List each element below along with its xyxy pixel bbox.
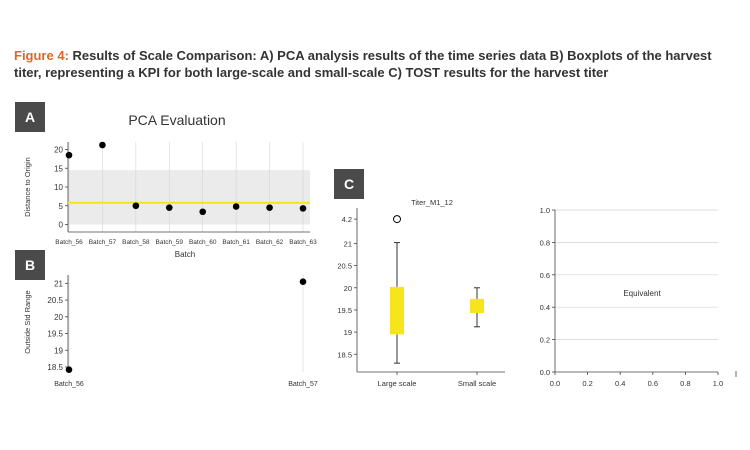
outside-y-tick-label: 19	[54, 346, 63, 355]
pca-y-tick-label: 20	[54, 146, 63, 155]
pca-y-tick-label: 10	[54, 183, 63, 192]
pca-point	[132, 202, 140, 210]
pca-x-tick-label: Batch_58	[122, 239, 150, 246]
pca-point	[266, 204, 273, 211]
pca-x-tick-label: Batch_57	[89, 239, 117, 246]
tost-x-tick-label: 1.0	[713, 379, 723, 388]
outside-x-tick-label: Batch_57	[288, 381, 318, 388]
pca-x-tick-label: Batch_62	[256, 239, 284, 246]
tost-y-tick-label: 0.2	[540, 336, 550, 345]
pca-x-tick-label: Batch_61	[222, 239, 250, 246]
boxplot-x-tick-label: Small scale	[458, 379, 496, 388]
pca-point	[199, 208, 207, 216]
outside-point	[299, 278, 307, 285]
tost-y-tick-label: 1.0	[540, 206, 550, 215]
outside-y-tick-label: 21	[54, 279, 63, 288]
pca-x-label: Batch	[175, 250, 195, 259]
tost-x-tick-label: 0.0	[550, 379, 560, 388]
pca-y-tick-label: 0	[59, 221, 64, 230]
boxplot-outlier	[393, 215, 401, 224]
pca-point	[232, 203, 240, 210]
pca-normal-band	[68, 170, 310, 225]
boxplot-y-tick-label: 20.5	[337, 262, 352, 271]
tost-x-tick-label: 0.4	[615, 379, 625, 388]
caption-lead: Figure 4:	[14, 48, 69, 63]
boxplot-y-tick-label: 4.2	[342, 215, 352, 224]
caption-text: Results of Scale Comparison: A) PCA anal…	[14, 48, 712, 80]
boxplot-y-tick-label: 20	[344, 284, 352, 293]
pca-x-tick-label: Batch_60	[189, 239, 217, 246]
pca-x-tick-label: Batch_63	[289, 239, 317, 246]
boxplot-x-tick-label: Large scale	[378, 379, 417, 388]
pca-y-label: Distance to Origin	[23, 157, 32, 217]
outside-y-tick-label: 19.5	[47, 330, 63, 339]
boxplot-title: Titer_M1_12	[411, 198, 453, 207]
pca-x-tick-label: Batch_56	[55, 239, 83, 246]
pca-y-tick-label: 5	[59, 202, 64, 211]
pca-x-tick-label: Batch_59	[156, 239, 184, 246]
outside-y-tick-label: 20	[54, 313, 63, 322]
tost-y-tick-label: 0.8	[540, 238, 550, 247]
boxplot-y-tick-label: 18.5	[337, 350, 352, 359]
pca-title: PCA Evaluation	[128, 112, 225, 128]
boxplot-box	[390, 286, 404, 335]
tost-x-tick-label: 0.2	[582, 379, 592, 388]
tost-x-tick-label: 0.6	[648, 379, 658, 388]
outside-y-label: Outside Std Range	[23, 290, 32, 353]
tost-y-tick-label: 0.6	[540, 271, 550, 280]
pca-point	[299, 205, 307, 212]
pca-point	[65, 151, 73, 159]
tost-y-tick-label: 0.0	[540, 368, 550, 377]
panel-label-c: C	[334, 169, 364, 199]
boxplot-y-tick-label: 19.5	[337, 306, 352, 315]
panel-label-a: A	[15, 102, 45, 132]
tost-y-tick-label: 0.4	[540, 303, 550, 312]
outside-y-tick-label: 18.5	[47, 363, 63, 372]
boxplot-y-tick-label: 19	[344, 328, 352, 337]
figure-caption: Figure 4: Results of Scale Comparison: A…	[14, 47, 734, 81]
outside-x-tick-label: Batch_56	[54, 381, 84, 388]
tost-x-tick-label: 0.8	[680, 379, 690, 388]
pca-y-tick-label: 15	[54, 164, 63, 173]
pca-point	[165, 204, 173, 211]
boxplot-y-tick-label: 21	[344, 239, 352, 248]
tost-annotation: Equivalent	[623, 289, 661, 298]
outside-y-tick-label: 20.5	[47, 296, 63, 305]
panel-label-b: B	[15, 250, 45, 280]
outside-point	[65, 366, 73, 373]
pca-point	[99, 141, 106, 149]
